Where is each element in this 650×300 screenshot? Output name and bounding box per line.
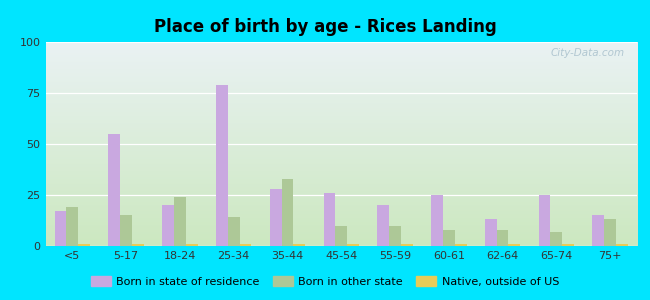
Bar [162, 205, 174, 246]
Bar [335, 226, 347, 246]
Bar [347, 244, 359, 246]
Bar [389, 226, 401, 246]
Bar [132, 244, 144, 246]
Bar [270, 189, 281, 246]
Bar [324, 193, 335, 246]
Bar [455, 244, 467, 246]
Bar [186, 244, 198, 246]
Bar [227, 218, 240, 246]
Bar [443, 230, 455, 246]
Bar [539, 195, 551, 246]
Bar [485, 220, 497, 246]
Bar [616, 244, 628, 246]
Bar [508, 244, 520, 246]
Bar [109, 134, 120, 246]
Text: City-Data.com: City-Data.com [551, 48, 625, 58]
Bar [551, 232, 562, 246]
Text: Place of birth by age - Rices Landing: Place of birth by age - Rices Landing [153, 18, 497, 36]
Bar [293, 244, 306, 246]
Legend: Born in state of residence, Born in other state, Native, outside of US: Born in state of residence, Born in othe… [86, 272, 564, 291]
Bar [281, 179, 293, 246]
Bar [78, 244, 90, 246]
Bar [401, 244, 413, 246]
Bar [66, 207, 78, 246]
Bar [592, 215, 604, 246]
Bar [120, 215, 132, 246]
Bar [431, 195, 443, 246]
Bar [562, 244, 574, 246]
Bar [497, 230, 508, 246]
Bar [377, 205, 389, 246]
Bar [240, 244, 252, 246]
Bar [55, 211, 66, 246]
Bar [216, 85, 228, 246]
Bar [174, 197, 186, 246]
Bar [604, 220, 616, 246]
